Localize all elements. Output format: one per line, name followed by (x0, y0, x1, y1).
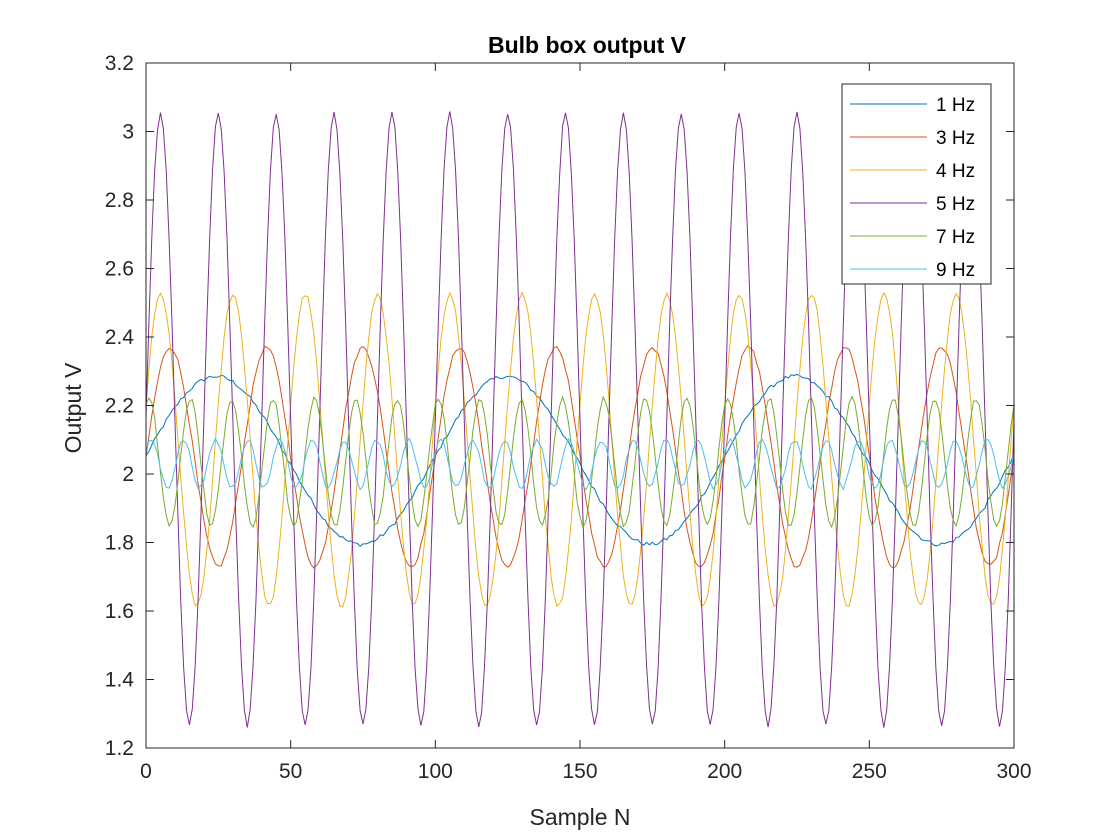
y-tick-label: 1.4 (105, 669, 135, 692)
y-tick-label: 2.8 (105, 189, 134, 212)
x-tick-label: 150 (562, 760, 597, 783)
y-tick-label: 3.2 (105, 52, 134, 75)
plot-lines (146, 111, 1014, 728)
legend-label: 4 Hz (936, 161, 975, 182)
series-line-5 (146, 395, 1014, 529)
chart-title: Bulb box output V (488, 32, 687, 58)
x-tick-label: 300 (996, 760, 1031, 783)
tick-labels: 0 50 100 150 200 250 300 1.2 1.4 1.6 1.8 2 2.2 2.4 2.6… (105, 52, 1032, 783)
x-tick-label: 250 (852, 760, 887, 783)
series-line-6 (146, 437, 1014, 491)
y-tick-label: 1.8 (105, 532, 134, 555)
x-tick-label: 200 (707, 760, 742, 783)
legend-label: 9 Hz (936, 260, 975, 281)
legend-label: 1 Hz (936, 95, 975, 116)
legend-label: 7 Hz (936, 227, 975, 248)
series-line-4 (146, 111, 1014, 728)
y-tick-label: 3 (122, 121, 134, 144)
y-tick-label: 2 (122, 463, 134, 486)
legend-label: 3 Hz (936, 128, 975, 149)
y-tick-label: 1.6 (105, 600, 134, 623)
legend-label: 5 Hz (936, 194, 975, 215)
x-axis-title: Sample N (530, 804, 631, 830)
y-tick-label: 2.6 (105, 258, 134, 281)
y-tick-label: 2.4 (105, 326, 135, 349)
series-line-2 (146, 345, 1014, 569)
x-tick-label: 100 (418, 760, 453, 783)
y-axis-title: Output V (60, 362, 86, 453)
legend-box (841, 83, 992, 285)
axis-ticks (145, 62, 1015, 749)
legend: 1 Hz 3 Hz 4 Hz 5 Hz 7 Hz 9 Hz (841, 83, 992, 285)
y-tick-label: 2.2 (105, 395, 134, 418)
y-tick-label: 1.2 (105, 737, 134, 760)
x-tick-label: 50 (279, 760, 302, 783)
x-tick-label: 0 (140, 760, 152, 783)
series-line-1 (146, 373, 1014, 547)
